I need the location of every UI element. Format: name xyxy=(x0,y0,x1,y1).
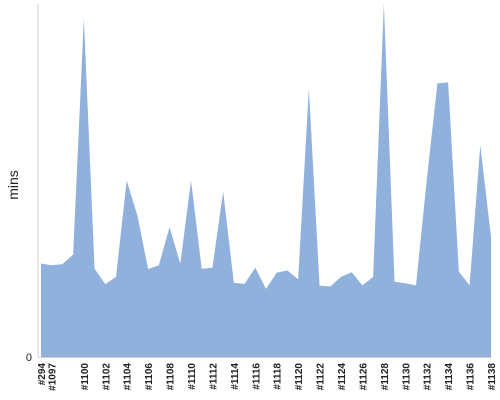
x-tick-label: #294 xyxy=(37,363,48,386)
x-tick-label: #1106 xyxy=(144,363,155,391)
x-tick-label: #1126 xyxy=(358,363,369,391)
x-tick-label: #1108 xyxy=(166,363,177,391)
series-area xyxy=(41,4,491,357)
x-tick-label: #1136 xyxy=(466,363,477,391)
x-tick-label: #1104 xyxy=(123,363,134,391)
x-tick-label: #1116 xyxy=(251,363,262,390)
x-tick-label: #1130 xyxy=(401,363,412,391)
y-tick-label: 0 xyxy=(26,352,32,364)
x-tick-label: #1138 xyxy=(487,363,498,391)
x-tick-label: #1134 xyxy=(444,363,455,391)
x-tick-label: #1097 xyxy=(48,363,59,391)
x-tick-label: #1102 xyxy=(101,363,112,391)
x-tick-label: #1110 xyxy=(187,363,198,390)
x-tick-label: #1122 xyxy=(316,363,327,391)
x-ticks: #294 #1097 #1100 #1102 #1104 #1106 #1108 #1110 #… xyxy=(37,363,498,391)
x-tick-label: #1124 xyxy=(337,363,348,391)
y-axis-label: mins xyxy=(5,170,21,200)
x-tick-label: #1112 xyxy=(208,363,219,390)
x-tick-label: #1128 xyxy=(380,363,391,391)
x-tick-label: #1100 xyxy=(80,363,91,391)
x-tick-label: #1114 xyxy=(230,363,241,390)
x-tick-label: #1120 xyxy=(294,363,305,391)
x-tick-label: #1118 xyxy=(273,363,284,390)
y-ticks: 0 xyxy=(26,352,32,364)
x-tick-label: #1132 xyxy=(423,363,434,391)
